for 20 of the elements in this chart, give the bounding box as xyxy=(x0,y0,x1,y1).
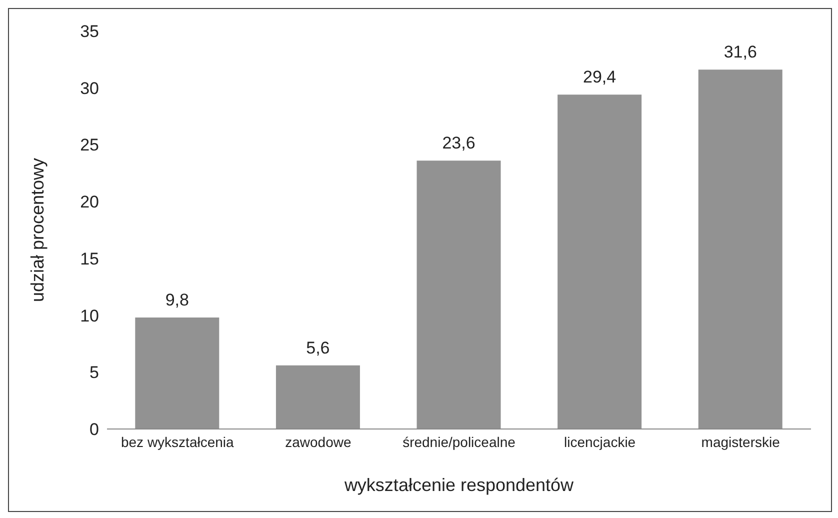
y-tick-label: 35 xyxy=(80,22,99,42)
data-label: 5,6 xyxy=(306,338,330,358)
y-tick-label: 10 xyxy=(80,306,99,326)
y-tick-label: 5 xyxy=(90,363,99,382)
x-tick-label: średnie/policealne xyxy=(402,434,516,450)
data-label: 31,6 xyxy=(724,42,757,62)
x-tick-label: bez wykształcenia xyxy=(120,434,234,450)
x-tick-label: licencjackie xyxy=(564,434,636,450)
y-tick-label: 20 xyxy=(80,192,99,212)
y-axis-title: udział procentowy xyxy=(27,158,48,302)
data-label: 29,4 xyxy=(583,68,616,87)
y-tick-label: 15 xyxy=(80,249,99,268)
y-tick-label: 0 xyxy=(90,420,99,440)
data-label: 9,8 xyxy=(165,290,189,310)
x-axis-title: wykształcenie respondentów xyxy=(343,475,575,495)
x-tick-label: magisterskie xyxy=(701,434,780,450)
x-tick-label: zawodowe xyxy=(285,434,352,450)
data-label: 23,6 xyxy=(442,134,476,153)
y-tick-label: 30 xyxy=(80,78,99,98)
y-tick-label: 25 xyxy=(80,136,99,155)
